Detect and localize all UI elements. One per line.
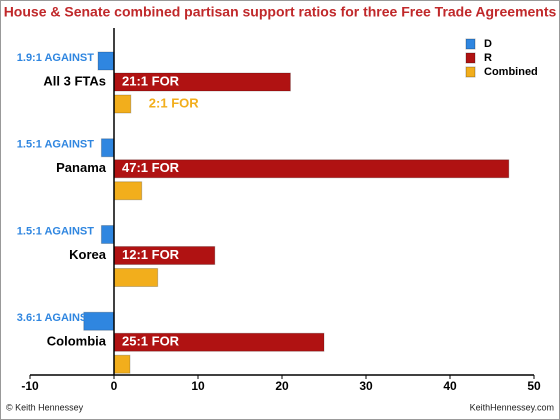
legend-label: R <box>484 52 492 64</box>
x-tick-label: -10 <box>21 379 39 393</box>
x-tick-label: 20 <box>275 379 289 393</box>
x-tick-label: 0 <box>111 379 118 393</box>
bar <box>113 94 132 114</box>
category-label: Colombia <box>47 334 107 349</box>
category-label: Panama <box>56 160 107 175</box>
x-tick-label: 50 <box>527 379 541 393</box>
chart-title: House & Senate combined partisan support… <box>4 4 557 20</box>
bar <box>113 181 143 201</box>
bar <box>100 138 115 158</box>
value-label: 3.6:1 AGAINST <box>17 312 95 324</box>
footer-right: KeithHennessey.com <box>470 402 554 412</box>
bar <box>113 268 159 287</box>
legend-label: D <box>484 38 492 50</box>
value-label: 47:1 FOR <box>122 160 180 175</box>
value-label: 21:1 FOR <box>122 73 180 88</box>
legend-swatch <box>465 52 476 64</box>
x-tick-label: 40 <box>443 379 457 393</box>
value-label: 25:1 FOR <box>122 334 180 349</box>
x-tick-label: 10 <box>191 379 205 393</box>
category-label: All 3 FTAs <box>43 73 106 88</box>
x-tick-label: 30 <box>359 379 373 393</box>
legend-label: Combined <box>484 66 538 78</box>
bar <box>97 51 115 71</box>
bar <box>100 225 115 244</box>
bar <box>113 354 131 374</box>
legend-swatch <box>465 38 476 50</box>
legend-swatch <box>465 66 476 78</box>
value-label: 1.9:1 AGAINST <box>17 52 95 64</box>
category-label: Korea <box>69 247 107 262</box>
footer-left: © Keith Hennessey <box>6 402 84 412</box>
value-label: 12:1 FOR <box>122 247 180 262</box>
value-label: 2:1 FOR <box>149 95 199 110</box>
value-label: 1.5:1 AGAINST <box>17 225 95 237</box>
value-label: 1.5:1 AGAINST <box>17 139 95 151</box>
